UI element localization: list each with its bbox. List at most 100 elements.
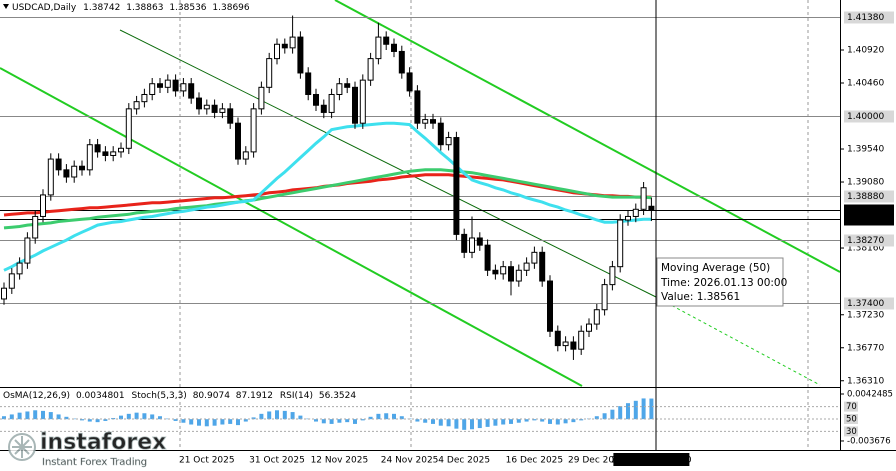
osma-bar — [243, 419, 248, 422]
candle-body — [79, 165, 85, 171]
osma-bar — [431, 419, 435, 424]
candle-body — [16, 262, 23, 275]
candle-body — [141, 93, 148, 103]
osma-bar — [532, 419, 537, 421]
high: 1.38863 — [126, 3, 163, 13]
candle-body — [640, 187, 647, 210]
osma-bar — [228, 419, 233, 424]
candle-body — [476, 237, 483, 246]
y-tick-label: 1.36310 — [847, 376, 884, 386]
candle-body — [258, 86, 265, 110]
candle-body — [305, 72, 312, 95]
osma-bar — [251, 417, 256, 420]
candle-body — [586, 323, 592, 332]
candle-body — [227, 108, 234, 124]
candle-body — [328, 93, 335, 113]
osma-bar — [9, 414, 14, 420]
osma-bar — [236, 419, 240, 426]
stoch-main: 80.9074 — [193, 391, 230, 401]
x-tick-label: 4 Dec 2025 — [438, 456, 490, 466]
osma-bar — [345, 419, 350, 423]
candle-body — [266, 58, 273, 88]
osma-bar — [2, 416, 6, 420]
candle-body — [274, 43, 280, 60]
osma-bar — [446, 419, 451, 427]
osma-bar — [259, 413, 264, 420]
candle-body — [578, 330, 585, 350]
candle-body — [133, 101, 140, 110]
osma-bar — [454, 419, 459, 429]
osma-bar — [337, 419, 342, 423]
candle-body — [250, 108, 257, 153]
osma-bar — [126, 413, 131, 420]
candle-body — [383, 36, 390, 45]
osma-bar — [95, 419, 100, 423]
candle-body — [609, 266, 616, 286]
candle-body — [219, 108, 226, 113]
osma-bar — [25, 411, 30, 420]
osma-bar — [602, 413, 607, 420]
candle-body — [547, 280, 553, 332]
candle-body — [632, 208, 639, 217]
osma-bar — [493, 419, 498, 426]
x-tick-label: 2026.01.13 00:00 — [611, 456, 692, 466]
osma-bar — [415, 419, 420, 422]
candle-body — [617, 219, 624, 268]
osma-bar — [649, 398, 654, 420]
osma-bar — [189, 419, 194, 425]
candle-body — [242, 151, 249, 160]
candle-body — [523, 262, 530, 271]
osma-bar — [571, 419, 576, 423]
y2-tick-label: 0.0042485 — [847, 389, 893, 399]
candle-body — [601, 284, 608, 311]
osma-bar — [524, 419, 529, 422]
osma-bar — [563, 419, 568, 424]
candle-body — [625, 215, 631, 221]
candle-body — [492, 269, 499, 275]
level-tag — [844, 11, 894, 24]
candle-body — [125, 108, 132, 149]
candle-body — [391, 43, 397, 52]
indicator-header: OsMA(12,26,9) 0.0034801 Stoch(5,3,3) 80.… — [3, 391, 356, 401]
candle-body — [539, 251, 546, 282]
osma-bar — [282, 410, 287, 420]
candle-body — [164, 79, 171, 88]
osma-bar — [516, 419, 521, 423]
candle-body — [313, 93, 319, 106]
level-tag — [844, 110, 894, 123]
y-tick-label: 1.39080 — [847, 178, 884, 188]
osma-bar — [275, 410, 279, 420]
candle-body — [118, 147, 124, 153]
osc-tag — [844, 426, 858, 437]
close: 1.38696 — [212, 3, 249, 13]
candle-body — [461, 233, 468, 253]
osma-bar — [579, 419, 584, 421]
osma-bar — [80, 419, 84, 421]
osma-bar — [181, 419, 186, 423]
osma-bar — [641, 398, 646, 420]
candle-body — [437, 122, 444, 146]
candle-body — [203, 104, 210, 110]
candle-body — [336, 83, 343, 95]
candle-body — [102, 151, 109, 156]
candle-body — [320, 104, 327, 113]
candle-body — [422, 119, 429, 124]
tooltip-value: Value: 1.38561 — [661, 291, 740, 303]
osma-bar — [423, 419, 428, 423]
brand: instaforex — [40, 430, 166, 455]
tooltip-box — [656, 257, 784, 307]
symbol: USDCAD,Daily — [12, 3, 77, 13]
osma-bar — [509, 419, 513, 424]
osma-bar — [540, 419, 545, 422]
levels: 1.40920 1.40460 1.39540 1.39080 1.38160 1.372… — [0, 11, 894, 386]
osc-tick-label: 30 — [846, 427, 857, 437]
candle-body — [500, 266, 507, 275]
y-tick-label: 1.40920 — [847, 46, 884, 56]
osma-bar — [555, 419, 560, 425]
osma-bar — [142, 413, 147, 420]
osma-bar — [173, 419, 178, 421]
osma-bar — [626, 403, 630, 420]
